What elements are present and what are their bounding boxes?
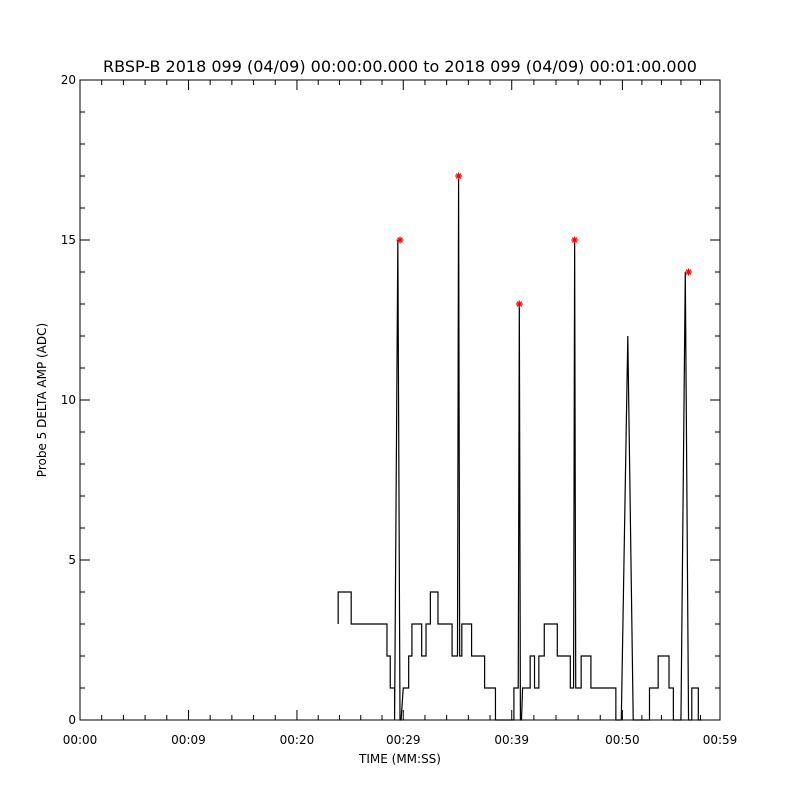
peak-marker — [515, 300, 523, 308]
y-tick-label: 0 — [68, 713, 76, 727]
chart-title: RBSP-B 2018 099 (04/09) 00:00:00.000 to … — [103, 57, 697, 76]
peak-marker — [396, 236, 404, 244]
y-tick-label: 15 — [61, 233, 76, 247]
x-tick-label: 00:09 — [171, 733, 206, 747]
axis-tick-labels: 00:00 00:09 00:20 00:29 00:39 00:50 00:59 0 5 10 1… — [61, 73, 738, 747]
x-tick-label: 00:39 — [494, 733, 529, 747]
series-line — [337, 175, 702, 721]
x-tick-label: 00:50 — [605, 733, 640, 747]
series-layer — [337, 175, 702, 721]
x-tick-label: 00:00 — [63, 733, 98, 747]
y-tick-label: 10 — [61, 393, 76, 407]
peak-marker — [455, 172, 463, 180]
x-tick-label: 00:20 — [280, 733, 315, 747]
x-tick-label: 00:59 — [703, 733, 738, 747]
y-tick-label: 5 — [68, 553, 76, 567]
y-axis-label: Probe 5 DELTA AMP (ADC) — [35, 323, 49, 477]
peak-markers — [396, 172, 693, 308]
y-tick-label: 20 — [61, 73, 76, 87]
peak-marker — [685, 268, 693, 276]
peak-marker — [571, 236, 579, 244]
x-tick-label: 00:29 — [386, 733, 421, 747]
x-axis-label: TIME (MM:SS) — [358, 752, 441, 766]
